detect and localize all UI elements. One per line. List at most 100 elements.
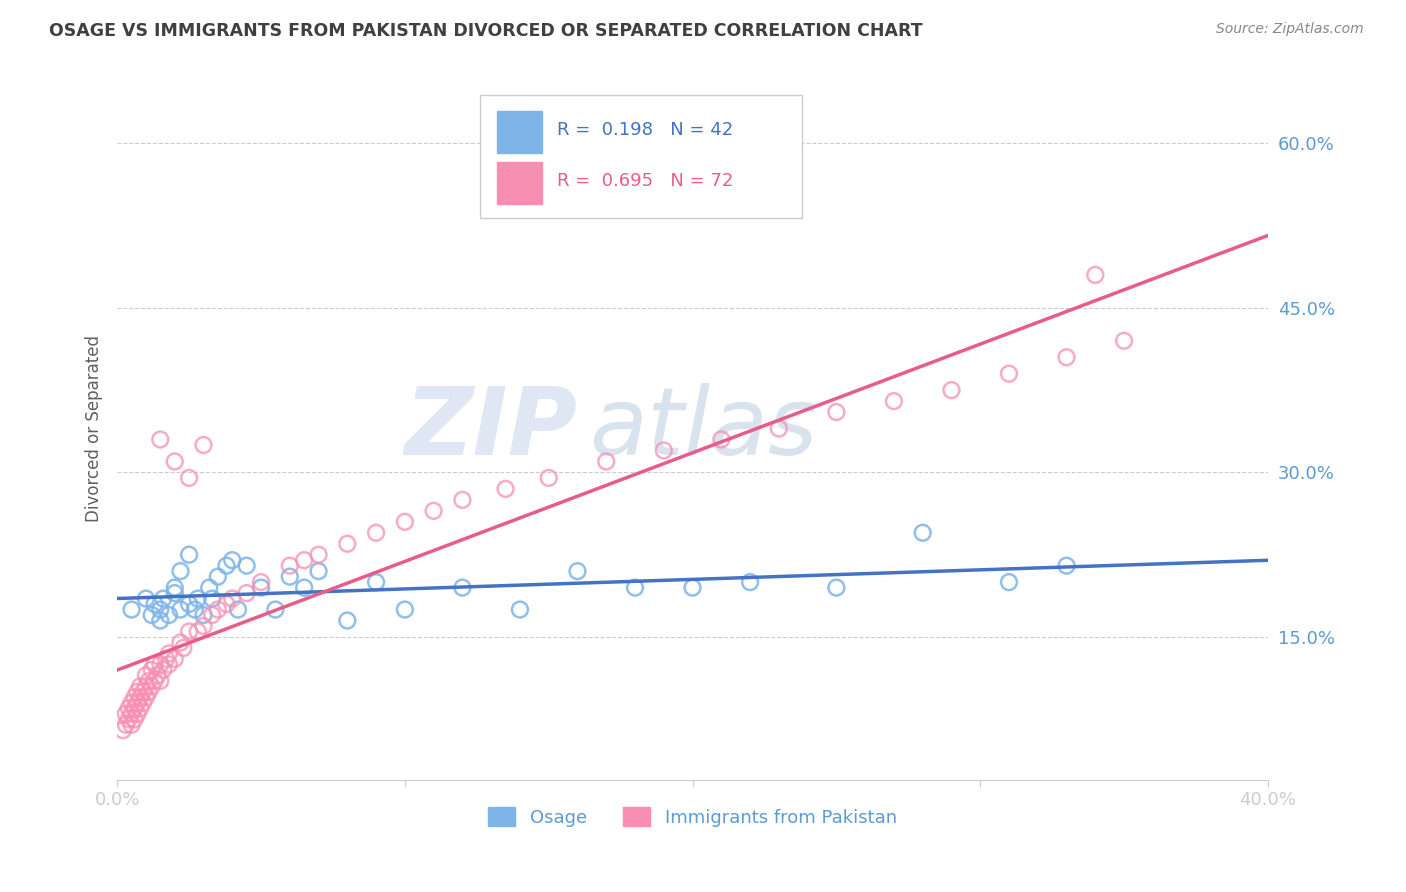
Point xyxy=(451,581,474,595)
Point xyxy=(172,640,194,655)
Point xyxy=(163,581,186,595)
Point xyxy=(127,696,149,710)
Point xyxy=(1056,558,1078,573)
Point xyxy=(1112,334,1135,348)
Point xyxy=(179,548,201,562)
Point xyxy=(198,581,221,595)
Point xyxy=(221,591,243,606)
Point xyxy=(138,673,160,688)
Point xyxy=(135,679,157,693)
FancyBboxPatch shape xyxy=(479,95,801,218)
Point xyxy=(138,685,160,699)
Point xyxy=(135,668,157,682)
Point xyxy=(184,602,207,616)
Point xyxy=(152,663,174,677)
Text: R =  0.198   N = 42: R = 0.198 N = 42 xyxy=(557,121,733,139)
Point xyxy=(308,548,330,562)
Point xyxy=(495,482,517,496)
Point xyxy=(187,624,209,639)
Point xyxy=(118,701,141,715)
Point xyxy=(221,553,243,567)
Point xyxy=(149,657,172,672)
Point xyxy=(624,581,647,595)
Point xyxy=(143,657,166,672)
Point xyxy=(141,663,163,677)
Point xyxy=(179,597,201,611)
Point xyxy=(292,553,315,567)
Point xyxy=(169,635,191,649)
Point xyxy=(129,679,152,693)
Point xyxy=(336,537,359,551)
Point xyxy=(451,492,474,507)
Point xyxy=(883,394,905,409)
Point xyxy=(193,619,215,633)
Point xyxy=(308,564,330,578)
Point xyxy=(149,673,172,688)
Y-axis label: Divorced or Separated: Divorced or Separated xyxy=(86,335,103,522)
Point xyxy=(124,690,146,705)
Point xyxy=(682,581,704,595)
Point xyxy=(250,575,273,590)
Point xyxy=(124,712,146,726)
Point xyxy=(143,597,166,611)
Point xyxy=(132,696,155,710)
Point xyxy=(143,673,166,688)
Point xyxy=(179,471,201,485)
Point xyxy=(595,454,617,468)
FancyBboxPatch shape xyxy=(496,162,541,204)
Point xyxy=(250,581,273,595)
Point xyxy=(124,701,146,715)
Point xyxy=(207,569,229,583)
Point xyxy=(394,515,416,529)
Point xyxy=(567,564,589,578)
Point xyxy=(157,657,180,672)
FancyBboxPatch shape xyxy=(496,112,541,153)
Point xyxy=(121,718,143,732)
Point xyxy=(121,706,143,721)
Point xyxy=(169,564,191,578)
Point xyxy=(193,438,215,452)
Point xyxy=(201,608,224,623)
Point xyxy=(1084,268,1107,282)
Legend: Osage, Immigrants from Pakistan: Osage, Immigrants from Pakistan xyxy=(481,800,904,834)
Point xyxy=(825,581,848,595)
Point xyxy=(364,575,387,590)
Point xyxy=(537,471,560,485)
Point xyxy=(114,718,136,732)
Point xyxy=(394,602,416,616)
Point xyxy=(825,405,848,419)
Point xyxy=(129,701,152,715)
Point xyxy=(235,586,257,600)
Point xyxy=(422,504,444,518)
Point xyxy=(129,690,152,705)
Point xyxy=(336,614,359,628)
Point xyxy=(235,558,257,573)
Point xyxy=(226,602,249,616)
Point xyxy=(121,696,143,710)
Point xyxy=(278,569,301,583)
Point xyxy=(215,558,238,573)
Point xyxy=(149,433,172,447)
Point xyxy=(1056,350,1078,364)
Point xyxy=(152,591,174,606)
Point xyxy=(121,602,143,616)
Point xyxy=(118,712,141,726)
Point xyxy=(141,679,163,693)
Point xyxy=(157,647,180,661)
Point xyxy=(163,454,186,468)
Point xyxy=(215,597,238,611)
Text: OSAGE VS IMMIGRANTS FROM PAKISTAN DIVORCED OR SEPARATED CORRELATION CHART: OSAGE VS IMMIGRANTS FROM PAKISTAN DIVORC… xyxy=(49,22,922,40)
Point xyxy=(768,421,790,435)
Text: ZIP: ZIP xyxy=(405,383,578,475)
Point xyxy=(179,624,201,639)
Point xyxy=(127,706,149,721)
Point xyxy=(141,608,163,623)
Point xyxy=(292,581,315,595)
Point xyxy=(998,367,1021,381)
Point xyxy=(364,525,387,540)
Point xyxy=(146,668,169,682)
Text: atlas: atlas xyxy=(589,383,817,474)
Point xyxy=(157,608,180,623)
Point xyxy=(111,723,134,738)
Point xyxy=(193,608,215,623)
